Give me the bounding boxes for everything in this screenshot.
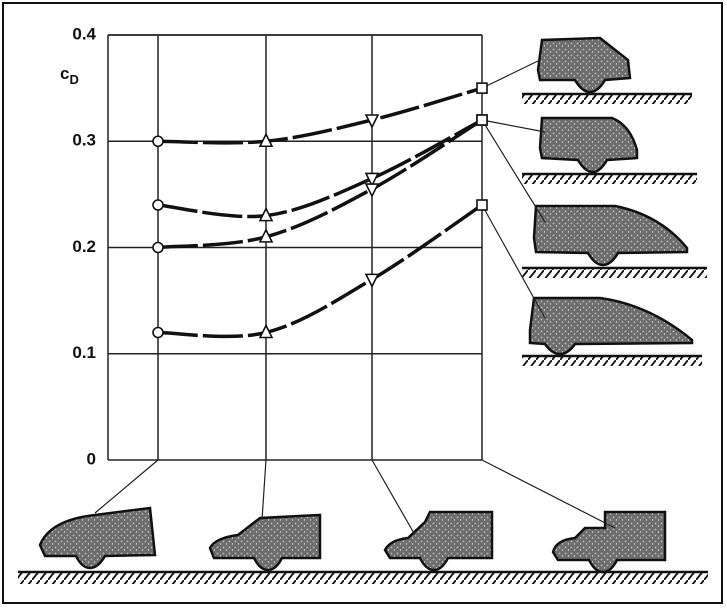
connector [482,460,615,528]
connector [95,460,158,513]
connector [262,460,266,520]
series-line [158,120,482,217]
marker [366,184,378,196]
y-tick-label: 0.2 [72,237,96,256]
y-tick-label: 0 [87,449,96,468]
front-shape-cars [18,508,708,584]
marker [153,243,163,253]
connector [482,120,545,222]
marker [477,200,487,210]
connector [372,460,415,535]
y-tick-label: 0.3 [72,131,96,150]
y-label-main: c [60,64,69,83]
series-line [158,120,482,248]
y-label-sub: D [69,72,78,87]
connector [482,120,545,132]
series-line [158,88,482,143]
marker [477,83,487,93]
marker [153,136,163,146]
marker [153,328,163,338]
chart: cD 0 0.1 0.2 0.3 0.4 [0,0,727,608]
y-tick-label: 0.1 [72,343,96,362]
connector [482,60,540,88]
y-axis-label: cD [60,64,79,87]
marker [366,274,378,286]
y-tick-label: 0.4 [72,24,96,43]
marker [477,115,487,125]
marker [153,200,163,210]
series-line [158,205,482,336]
rear-shape-cars [522,38,707,366]
